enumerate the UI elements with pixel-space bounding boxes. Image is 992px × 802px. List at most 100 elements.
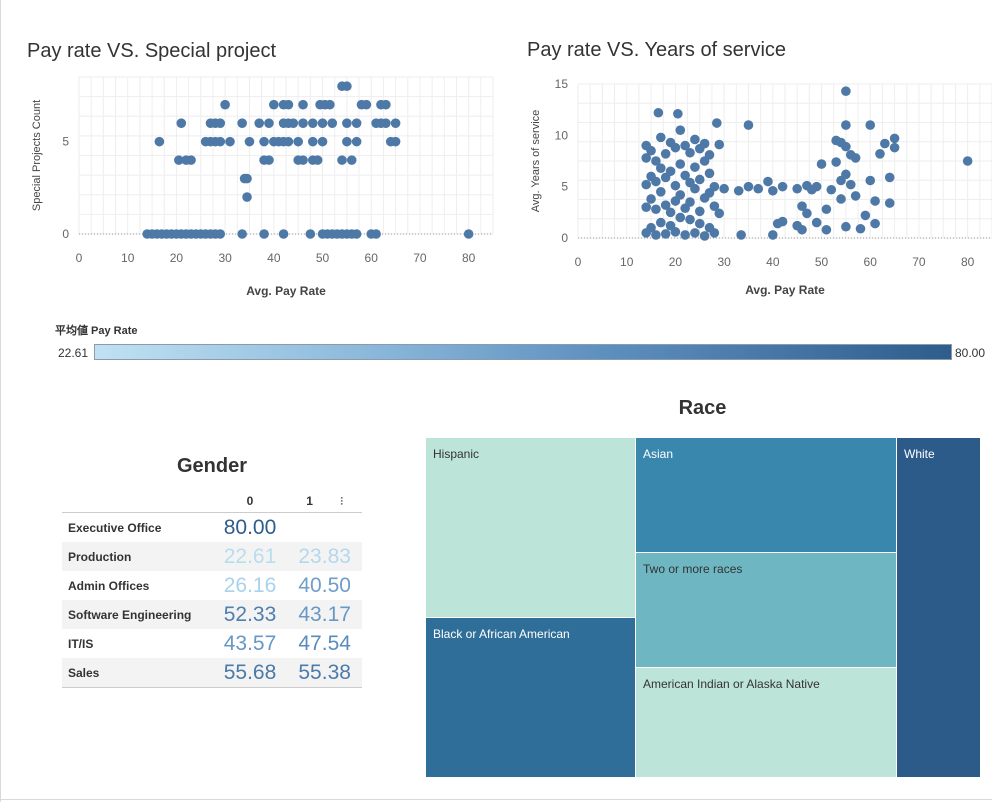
years-of-service-point[interactable] xyxy=(743,181,754,192)
table-row[interactable]: IT/IS 43.57 47.54 xyxy=(62,629,362,658)
table-cell[interactable]: 22.61 xyxy=(212,542,288,571)
table-cell[interactable]: 26.16 xyxy=(223,573,277,597)
special-project-point[interactable] xyxy=(215,229,226,239)
years-of-service-point[interactable] xyxy=(714,139,725,150)
years-of-service-point[interactable] xyxy=(699,231,710,241)
years-of-service-point[interactable] xyxy=(660,229,671,239)
special-project-point[interactable] xyxy=(288,118,299,128)
table-cell[interactable]: 55.38 xyxy=(287,658,362,688)
years-of-service-point[interactable] xyxy=(704,150,715,160)
column-header-1[interactable]: 1 ⫶︎ xyxy=(287,490,362,513)
special-project-point[interactable] xyxy=(298,118,308,128)
years-of-service-point[interactable] xyxy=(870,218,880,229)
column-header-0[interactable]: 0 xyxy=(212,490,288,513)
special-project-point[interactable] xyxy=(317,118,328,128)
years-of-service-point[interactable] xyxy=(690,134,700,145)
table-cell[interactable]: 80.00 xyxy=(223,515,277,539)
years-of-service-point[interactable] xyxy=(962,156,973,166)
special-project-point[interactable] xyxy=(351,118,362,128)
special-project-point[interactable] xyxy=(283,99,294,110)
years-of-service-point[interactable] xyxy=(884,198,895,208)
special-project-point[interactable] xyxy=(225,136,235,147)
years-of-service-point[interactable] xyxy=(680,170,690,181)
scatter-chart-special-project[interactable]: 0 10 20 30 40 50 60 70 80 0 5 Avg. Pay Rate Special … xyxy=(0,70,500,305)
years-of-service-point[interactable] xyxy=(811,217,822,228)
treemap-cell-black-or-african-american[interactable]: Black or African American xyxy=(425,617,636,778)
table-cell[interactable]: 40.50 xyxy=(298,573,351,597)
years-of-service-point[interactable] xyxy=(670,180,681,191)
years-of-service-point[interactable] xyxy=(797,201,807,211)
years-of-service-point[interactable] xyxy=(675,190,686,200)
years-of-service-point[interactable] xyxy=(651,230,661,240)
years-of-service-point[interactable] xyxy=(646,222,656,233)
special-project-point[interactable] xyxy=(154,136,165,147)
years-of-service-point[interactable] xyxy=(665,207,676,218)
table-cell[interactable]: 23.83 xyxy=(287,542,362,571)
years-of-service-point[interactable] xyxy=(685,177,695,188)
years-of-service-point[interactable] xyxy=(656,217,666,228)
special-project-point[interactable] xyxy=(337,155,347,165)
special-project-point[interactable] xyxy=(298,99,308,110)
special-project-point[interactable] xyxy=(390,136,401,147)
treemap-cell-two-or-more-races[interactable]: Two or more races xyxy=(635,552,897,668)
years-of-service-point[interactable] xyxy=(665,166,676,177)
special-project-point[interactable] xyxy=(351,229,362,239)
years-of-service-point[interactable] xyxy=(821,224,832,235)
years-of-service-point[interactable] xyxy=(763,176,773,187)
special-project-point[interactable] xyxy=(237,118,247,128)
special-project-point[interactable] xyxy=(264,155,274,165)
special-project-point[interactable] xyxy=(312,155,323,165)
years-of-service-point[interactable] xyxy=(675,159,686,169)
table-row[interactable]: Executive Office 80.00 xyxy=(62,513,362,543)
special-project-point[interactable] xyxy=(317,136,328,147)
years-of-service-point[interactable] xyxy=(836,194,846,204)
years-of-service-point[interactable] xyxy=(870,196,880,206)
special-project-point[interactable] xyxy=(264,118,274,128)
years-of-service-point[interactable] xyxy=(680,230,690,240)
table-cell[interactable]: 47.54 xyxy=(298,631,351,655)
years-of-service-point[interactable] xyxy=(850,153,861,163)
years-of-service-point[interactable] xyxy=(665,137,676,148)
years-of-service-point[interactable] xyxy=(821,204,832,215)
years-of-service-point[interactable] xyxy=(841,120,851,130)
years-of-service-point[interactable] xyxy=(860,210,871,221)
years-of-service-point[interactable] xyxy=(826,184,837,195)
special-project-point[interactable] xyxy=(381,118,391,128)
years-of-service-point[interactable] xyxy=(880,138,890,149)
special-project-point[interactable] xyxy=(239,173,250,184)
years-of-service-point[interactable] xyxy=(704,168,715,179)
special-project-point[interactable] xyxy=(351,136,362,147)
scatter-chart-years-of-service[interactable]: 0 10 20 30 40 50 60 70 80 0 5 10 15 Avg. Pay Rate Avg.… xyxy=(500,70,992,305)
special-project-point[interactable] xyxy=(254,118,265,128)
treemap-cell-asian[interactable]: Asian xyxy=(635,437,897,553)
special-project-point[interactable] xyxy=(283,136,294,147)
years-of-service-point[interactable] xyxy=(641,153,651,163)
years-of-service-point[interactable] xyxy=(884,172,895,183)
special-project-point[interactable] xyxy=(186,155,196,165)
years-of-service-point[interactable] xyxy=(694,206,705,217)
years-of-service-point[interactable] xyxy=(768,230,778,240)
special-project-point[interactable] xyxy=(327,118,338,128)
years-of-service-point[interactable] xyxy=(690,162,700,172)
special-project-point[interactable] xyxy=(342,81,352,92)
years-of-service-point[interactable] xyxy=(841,221,851,232)
years-of-service-point[interactable] xyxy=(831,157,841,167)
table-cell[interactable] xyxy=(287,513,362,543)
years-of-service-point[interactable] xyxy=(656,187,666,197)
table-cell[interactable]: 55.68 xyxy=(212,658,288,688)
special-project-point[interactable] xyxy=(361,99,372,110)
special-project-point[interactable] xyxy=(342,136,352,147)
table-row[interactable]: Production 22.61 23.83 xyxy=(62,542,362,571)
years-of-service-point[interactable] xyxy=(641,179,651,190)
years-of-service-point[interactable] xyxy=(694,174,705,185)
special-project-point[interactable] xyxy=(278,229,289,239)
special-project-point[interactable] xyxy=(237,229,247,239)
years-of-service-point[interactable] xyxy=(641,140,651,151)
years-of-service-point[interactable] xyxy=(841,141,851,152)
special-project-point[interactable] xyxy=(307,136,318,147)
table-row[interactable]: Sales 55.68 55.38 xyxy=(62,658,362,688)
years-of-service-point[interactable] xyxy=(777,216,788,227)
treemap-cell-white[interactable]: White xyxy=(896,437,981,778)
years-of-service-point[interactable] xyxy=(656,163,666,173)
years-of-service-point[interactable] xyxy=(673,108,683,119)
